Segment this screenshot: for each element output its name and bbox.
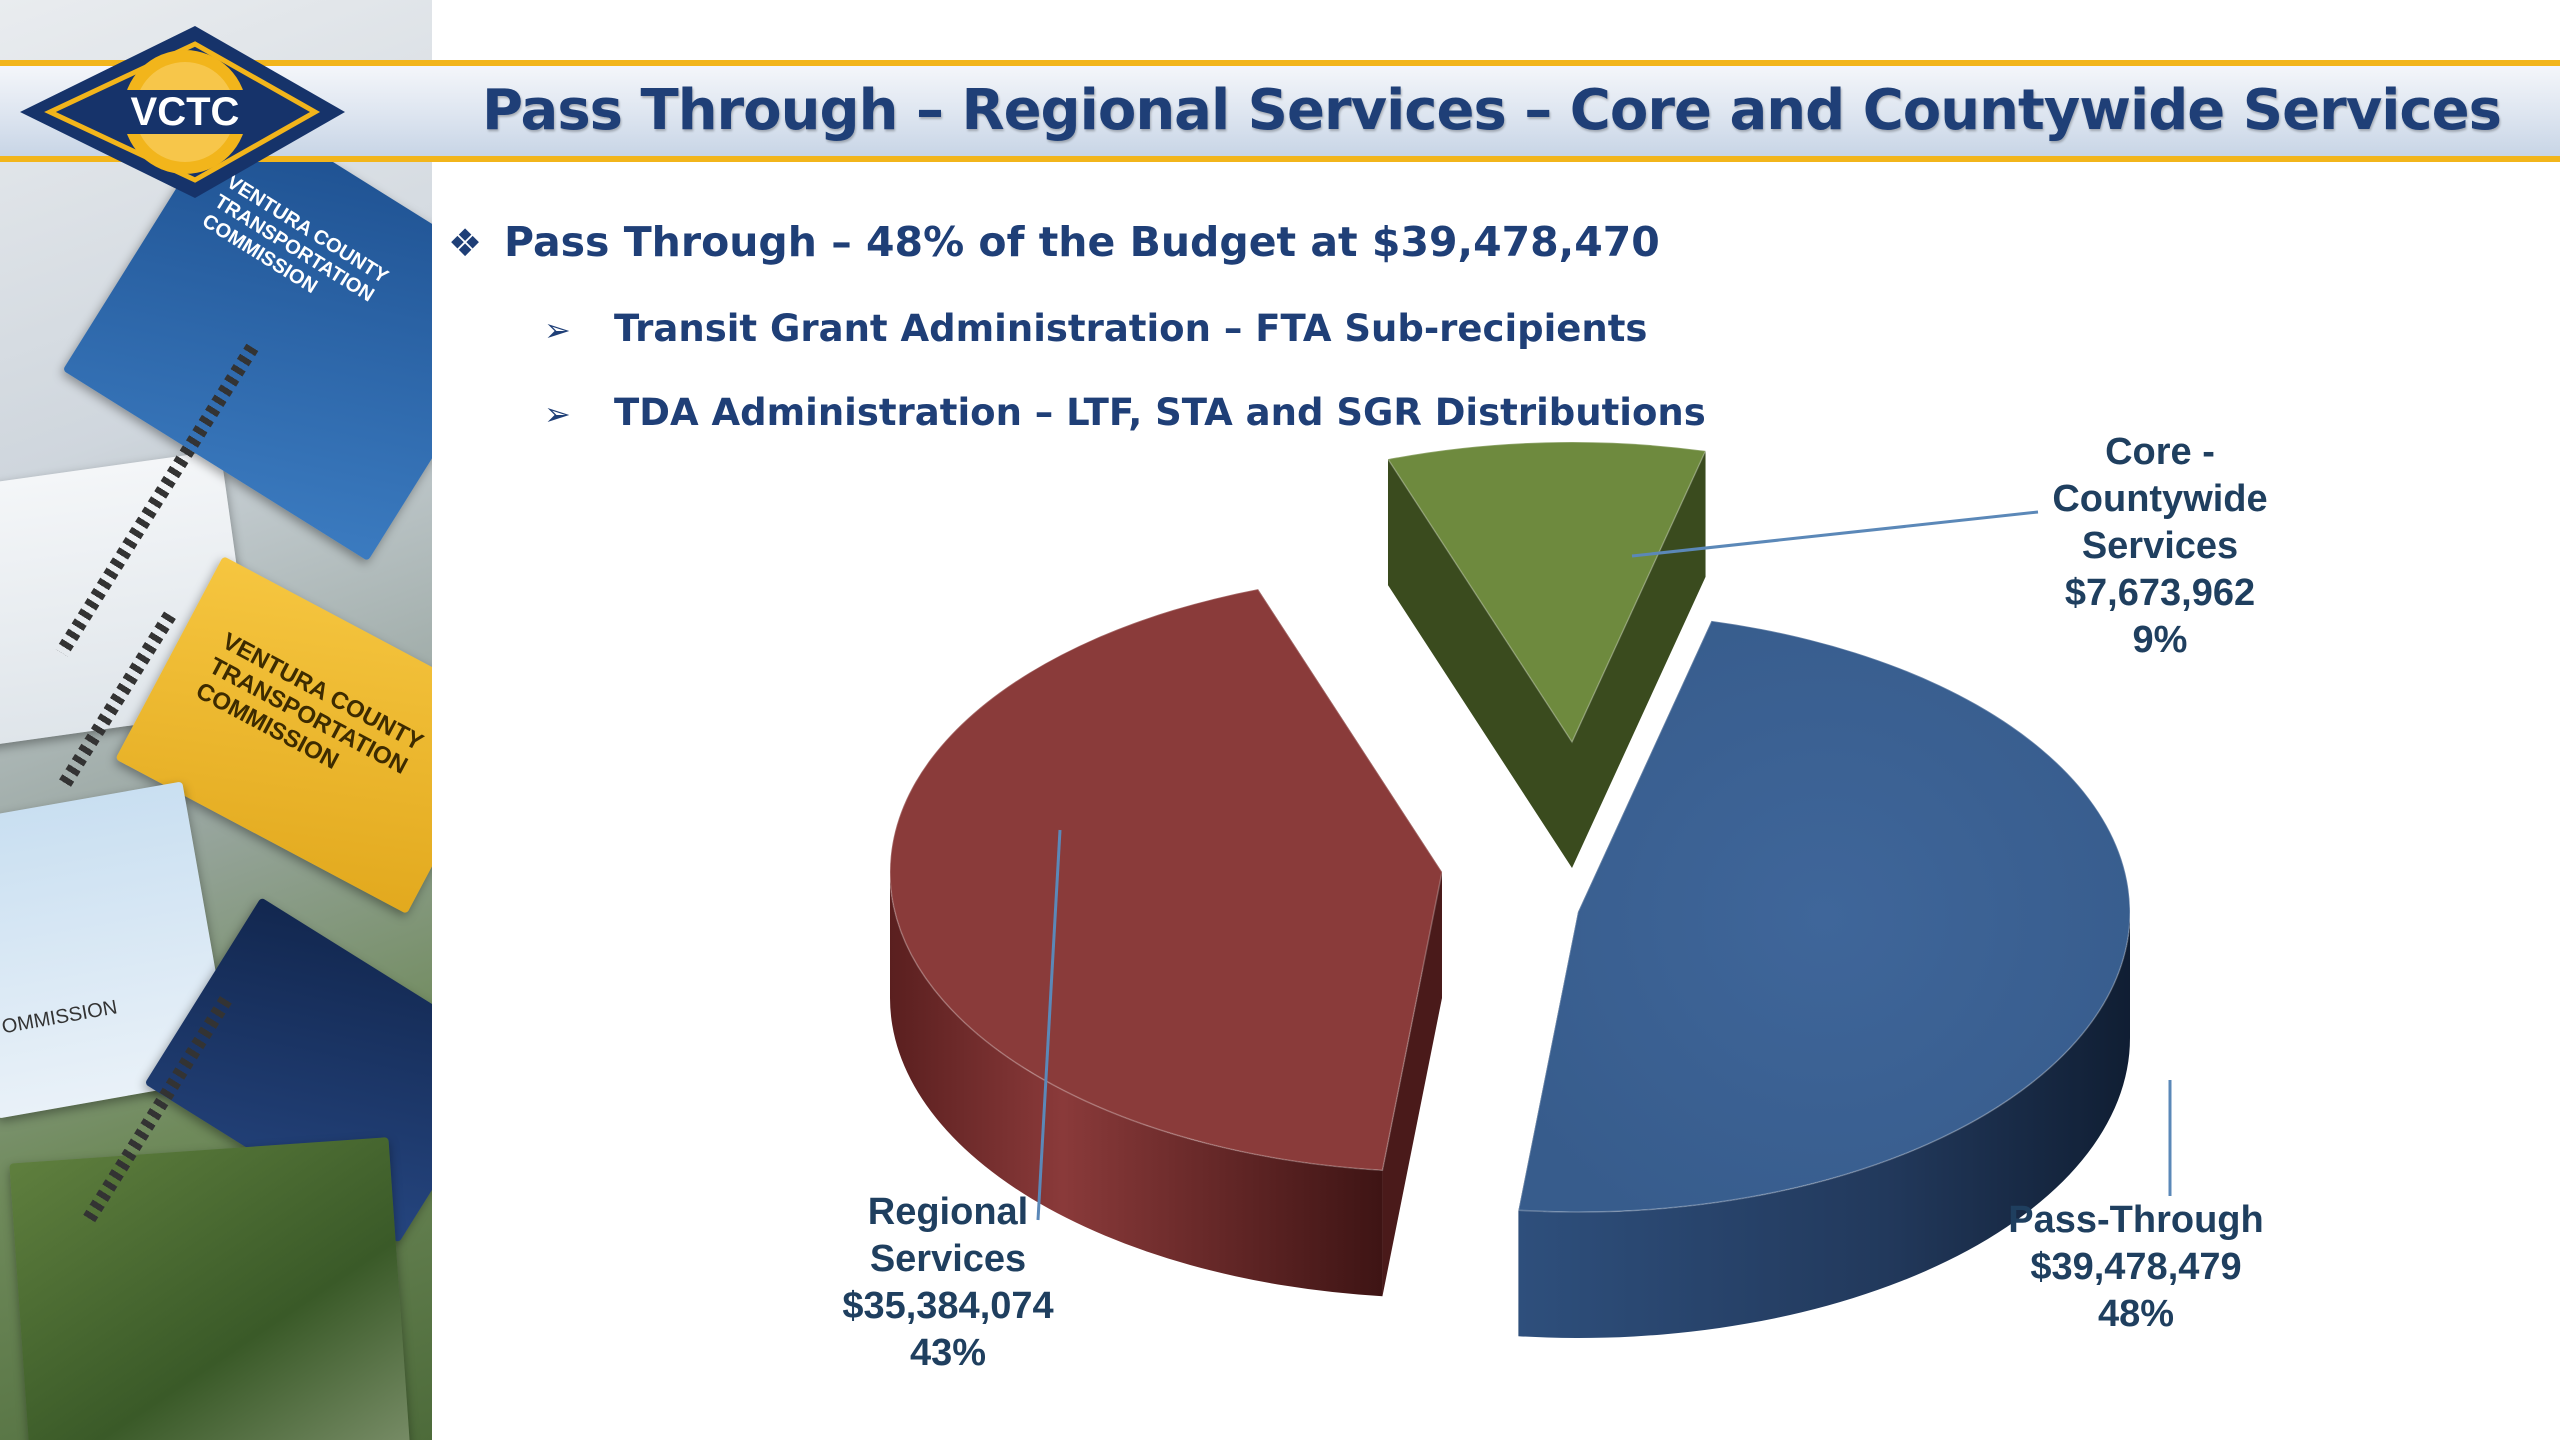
data-label: Countywide [2052, 478, 2267, 520]
pie-slice-regional-services [889, 588, 1443, 1297]
data-label: 48% [2098, 1293, 2174, 1335]
pie-labels: Pass-Through $39,478,479 48% Regional Servic… [842, 431, 2267, 1374]
pie-slices [889, 441, 2131, 1338]
data-label: Services [2082, 525, 2238, 567]
pie-slice-wall [1572, 450, 1706, 868]
data-label: $39,478,479 [2030, 1246, 2241, 1288]
page-title: Pass Through – Regional Services – Core … [482, 78, 2502, 143]
leader-line [1036, 829, 1062, 1221]
pie-slice-top [889, 588, 1443, 1172]
bullet-main-text: Pass Through – 48% of the Budget at $39,… [504, 218, 1660, 266]
bullet-sub-text: Transit Grant Administration – FTA Sub-r… [614, 307, 1648, 350]
data-label: Regional [868, 1191, 1028, 1233]
data-label: Pass-Through [2008, 1199, 2263, 1241]
logo-text-band [110, 90, 260, 134]
pie-slice-side [1518, 912, 2130, 1338]
diamond-bullet-icon: ❖ [448, 221, 483, 265]
data-label: Services [870, 1238, 1026, 1280]
data-label: Core - [2105, 431, 2215, 473]
leader-line [1631, 510, 2039, 558]
data-label: 9% [2133, 619, 2188, 661]
vctc-logo: VCTC [20, 26, 345, 198]
bullet-sub: ➢ TDA Administration – LTF, STA and SGR D… [544, 386, 1706, 440]
logo-text: VCTC [131, 90, 240, 134]
title-band [0, 60, 2560, 162]
photo-collage: VENTURA COUNTY TRANSPORTATION COMMISSION… [0, 0, 432, 1440]
pie-slice-wall [1382, 872, 1442, 1297]
data-label: 43% [910, 1332, 986, 1374]
arrow-bullet-icon: ➢ [544, 311, 571, 349]
bullet-sub-text: TDA Administration – LTF, STA and SGR Di… [614, 391, 1706, 434]
pie-slice-pass-through [1517, 620, 2131, 1338]
pie-slice-top [1386, 441, 1707, 744]
pie-slice-wall [1387, 459, 1572, 868]
bullet-sub: ➢ Transit Grant Administration – FTA Sub-… [544, 302, 1647, 356]
bullet-main: ❖ Pass Through – 48% of the Budget at $39… [448, 212, 1660, 272]
arrow-bullet-icon: ➢ [544, 395, 571, 433]
pie-slice-core-countywide-services [1386, 441, 1707, 868]
data-label: $35,384,074 [842, 1285, 1053, 1327]
pie-slice-top [1517, 620, 2131, 1213]
data-label: $7,673,962 [2065, 572, 2255, 614]
pie-slice-side [890, 872, 1383, 1297]
